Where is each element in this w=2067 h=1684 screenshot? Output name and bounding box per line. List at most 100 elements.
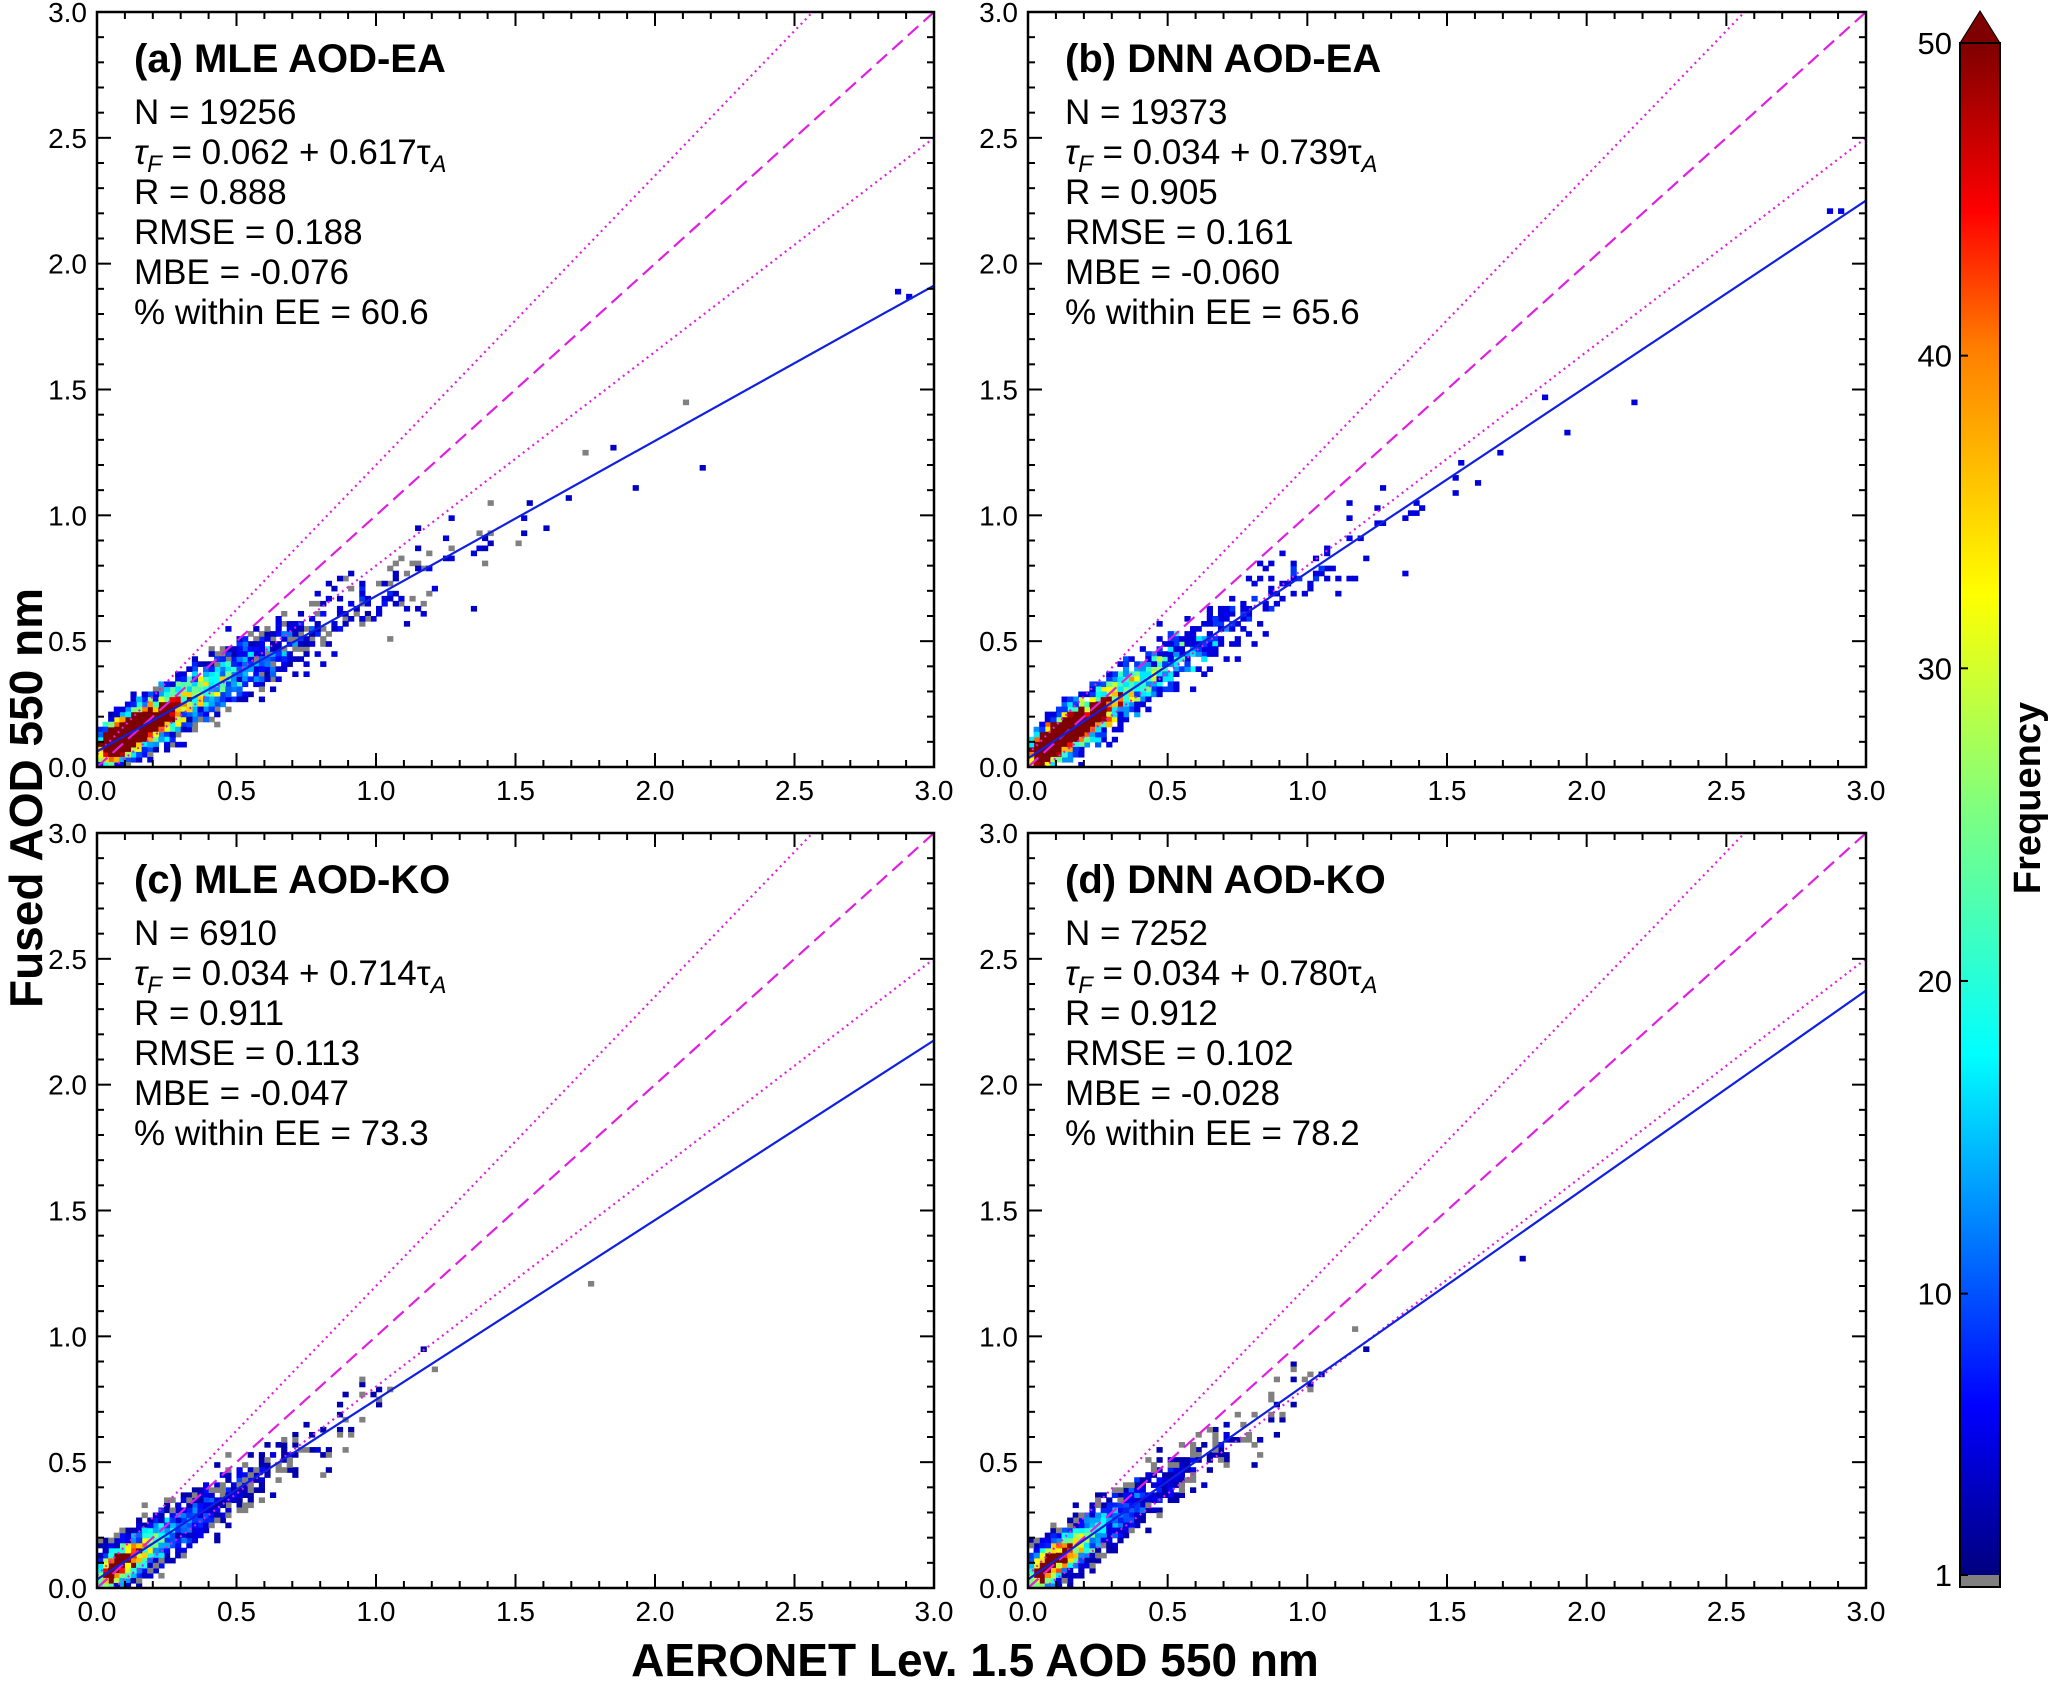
x-tick-label: 1.5 xyxy=(496,775,535,806)
density-bin xyxy=(1089,1562,1096,1569)
density-bin xyxy=(136,696,143,703)
density-bin xyxy=(225,671,232,677)
density-bin xyxy=(242,641,249,647)
density-bin xyxy=(169,1517,176,1524)
density-bin xyxy=(1206,1452,1213,1458)
density-bin xyxy=(1100,1537,1107,1544)
density-bin xyxy=(1055,1562,1063,1569)
density-bin xyxy=(588,1280,595,1287)
colorbar-tick-label: 50 xyxy=(1918,26,1952,61)
density-bin xyxy=(175,716,182,723)
density-bin xyxy=(1178,1462,1186,1468)
density-bin xyxy=(230,1482,238,1488)
density-bin xyxy=(186,706,193,713)
density-bin xyxy=(180,1512,187,1519)
density-bin xyxy=(130,1567,137,1574)
density-bin xyxy=(1089,1537,1096,1544)
density-bin xyxy=(147,1557,154,1564)
density-bin xyxy=(124,1537,132,1544)
density-bin xyxy=(225,1477,232,1483)
density-bin xyxy=(275,676,282,683)
density-bin xyxy=(214,1482,221,1488)
density-bin xyxy=(191,1492,199,1498)
density-bin xyxy=(180,1527,187,1534)
density-bin xyxy=(515,540,522,547)
density-bin xyxy=(1095,721,1102,728)
density-bin xyxy=(269,666,277,672)
density-bin xyxy=(1223,1421,1230,1428)
density-bin xyxy=(1363,555,1370,562)
density-bin xyxy=(225,656,232,662)
density-bin xyxy=(1128,706,1135,713)
density-bin xyxy=(242,1472,249,1478)
density-bin xyxy=(1117,711,1124,718)
density-bin xyxy=(1173,681,1180,688)
density-bin xyxy=(180,1547,187,1554)
density-bin xyxy=(269,631,277,637)
density-bin xyxy=(1139,676,1146,683)
density-bin xyxy=(1223,1452,1230,1458)
density-bin xyxy=(180,716,187,723)
density-bin xyxy=(348,600,355,607)
density-bin xyxy=(1251,1442,1258,1448)
density-bin xyxy=(163,711,171,718)
fit-equation: τF = 0.034 + 0.739τA xyxy=(1065,133,1378,178)
density-bin xyxy=(208,1512,215,1519)
density-bin xyxy=(1139,701,1146,708)
density-bin xyxy=(1044,716,1051,723)
density-bin xyxy=(1072,741,1079,748)
ee-upper-line xyxy=(97,12,814,756)
density-bin xyxy=(1128,681,1135,688)
density-bin xyxy=(392,590,399,597)
density-bin xyxy=(1100,711,1107,718)
density-bin xyxy=(1145,706,1152,713)
density-bin xyxy=(219,686,226,693)
density-bin xyxy=(130,741,137,748)
density-bin xyxy=(1083,701,1091,708)
density-bin xyxy=(1251,580,1258,587)
density-bin xyxy=(253,676,260,683)
density-bin xyxy=(163,1517,171,1524)
density-bin xyxy=(130,726,137,733)
density-bin xyxy=(1106,711,1113,718)
density-bin xyxy=(1167,1472,1174,1478)
density-bin xyxy=(124,721,132,728)
density-bin xyxy=(163,1552,171,1559)
density-bin xyxy=(214,676,221,683)
panel-b: 0.0 0.5 1.0 1.5 2.0 2.5 3.00.00.51.01.52.02.53… xyxy=(979,0,1885,806)
density-bin xyxy=(1067,1537,1074,1544)
density-bin xyxy=(1290,560,1297,567)
density-bin xyxy=(230,651,238,657)
density-bin xyxy=(108,1552,115,1559)
density-bin xyxy=(119,721,126,728)
density-bin xyxy=(1167,681,1174,688)
density-bin xyxy=(1100,1502,1107,1509)
density-bin xyxy=(1195,666,1202,672)
density-bin xyxy=(130,1532,137,1539)
density-bin xyxy=(1039,741,1046,748)
x-tick-label: 1.0 xyxy=(357,1596,396,1627)
density-bin xyxy=(147,1532,154,1539)
density-bin xyxy=(1095,1502,1102,1509)
density-bin xyxy=(353,605,360,612)
density-bin xyxy=(186,1497,193,1504)
density-bin xyxy=(303,1421,310,1428)
density-bin xyxy=(281,1467,288,1473)
density-bin xyxy=(186,1502,193,1509)
density-bin xyxy=(1128,1487,1135,1493)
density-bin xyxy=(1067,1557,1074,1564)
density-bin xyxy=(1117,696,1124,703)
density-bin xyxy=(1178,1472,1186,1478)
density-bin xyxy=(169,731,176,738)
density-bin xyxy=(169,1537,176,1544)
density-bin xyxy=(152,731,159,738)
density-bin xyxy=(1262,631,1269,637)
y-tick-label: 1.0 xyxy=(48,1321,87,1352)
density-bin xyxy=(1145,1477,1152,1483)
density-bin xyxy=(1033,1547,1040,1554)
density-bin xyxy=(1072,706,1079,713)
density-bin xyxy=(325,1467,332,1473)
density-bin xyxy=(1156,671,1163,677)
density-bin xyxy=(1044,1572,1051,1579)
density-bin xyxy=(275,1462,282,1468)
